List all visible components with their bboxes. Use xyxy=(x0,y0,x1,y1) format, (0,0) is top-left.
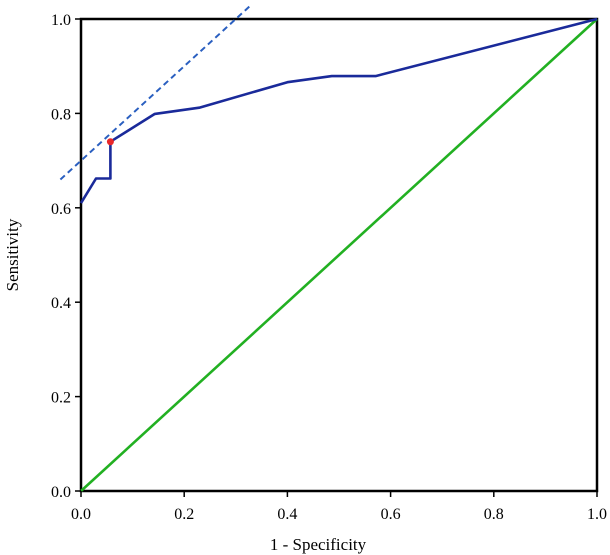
plot-frame xyxy=(79,17,599,493)
x-tick-label: 0.4 xyxy=(277,506,297,523)
x-tick-label: 0.2 xyxy=(174,506,194,523)
y-tick-label: 0.4 xyxy=(51,295,71,312)
y-tick-label: 0.0 xyxy=(51,484,71,501)
x-tick-label: 1.0 xyxy=(587,506,607,523)
optimal-cutoff-point xyxy=(106,138,114,146)
plot-area xyxy=(59,4,599,493)
y-tick-label: 0.6 xyxy=(51,201,71,218)
x-tick-label: 0.0 xyxy=(71,506,91,523)
y-tick-label: 0.2 xyxy=(51,390,71,407)
x-tick-label: 0.8 xyxy=(484,506,504,523)
reference-diagonal-line xyxy=(80,18,598,492)
tangent-line xyxy=(59,4,252,181)
axis-ticks: 0.0 0.2 0.4 0.6 0.8 1.0 0.0 0.2 0.4 0.6 0.8 1.0 xyxy=(51,12,607,523)
y-axis-title: Sensitivity xyxy=(3,218,22,291)
x-tick-label: 0.6 xyxy=(381,506,401,523)
y-tick-label: 1.0 xyxy=(51,12,71,29)
y-tick-label: 0.8 xyxy=(51,106,71,123)
x-axis-title: 1 - Specificity xyxy=(270,535,367,554)
roc-curve-line xyxy=(79,17,598,204)
